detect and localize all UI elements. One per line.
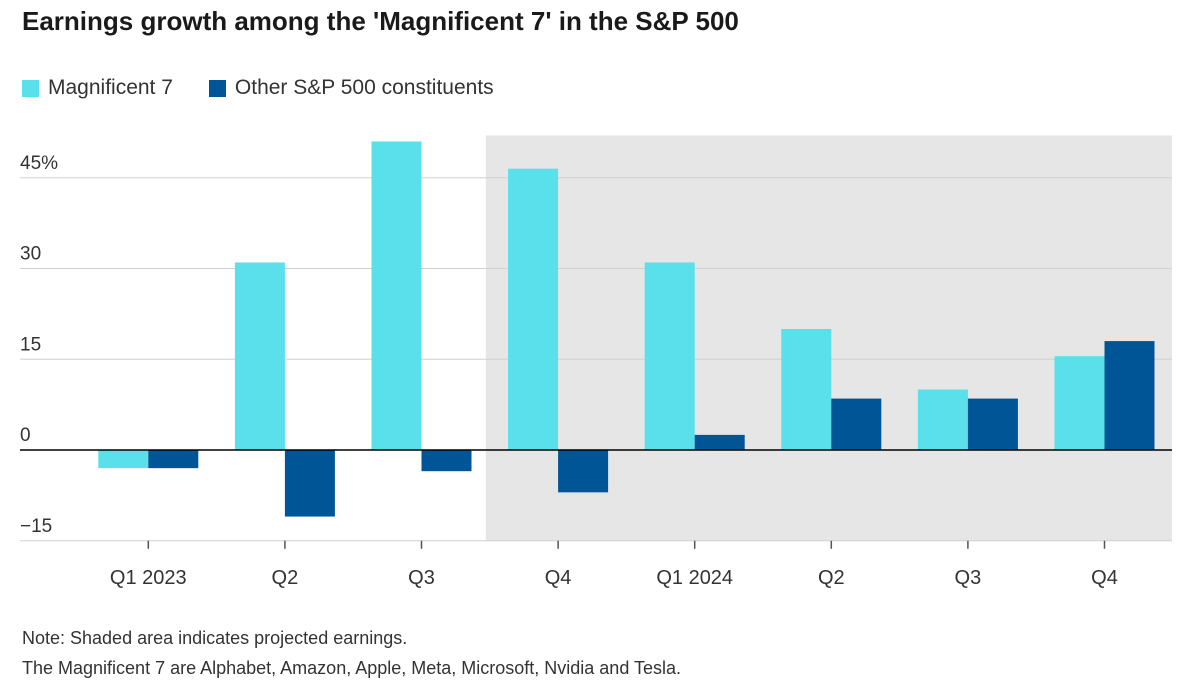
y-tick-label: 15 [20, 334, 41, 355]
bar-series-1 [558, 450, 609, 493]
bar-series-1 [284, 450, 335, 517]
bar-series-1 [1104, 341, 1155, 450]
note-magnificent-7-members: The Magnificent 7 are Alphabet, Amazon, … [22, 658, 682, 678]
bar-series-1 [967, 398, 1018, 450]
y-tick-label: 0 [20, 425, 31, 446]
legend-label-magnificent-7: Magnificent 7 [48, 76, 173, 99]
x-tick-label: Q1 2024 [656, 567, 733, 589]
legend-label-other-constituents: Other S&P 500 constituents [234, 76, 494, 99]
legend-swatch-magnificent-7 [22, 79, 39, 97]
bar-chart: 45% 30 15 0 −15 Q1 2023 Q2 Q3 Q4 Q1 2024 Q2 Q3 Q4 [20, 135, 1172, 589]
x-tick-label: Q3 [955, 567, 982, 589]
chart-legend: Magnificent 7 Other S&P 500 constituents [22, 76, 530, 100]
x-tick-label: Q4 [1091, 567, 1118, 589]
y-tick-label: −15 [20, 516, 52, 537]
note-shaded-area: Note: Shaded area indicates projected ea… [22, 628, 408, 648]
bar-series-0 [371, 141, 422, 450]
legend-swatch-other-constituents [208, 79, 226, 97]
bar-series-1 [421, 450, 472, 472]
bar-series-0 [781, 329, 832, 450]
x-tick-label: Q2 [272, 567, 299, 589]
x-tick-label: Q3 [408, 567, 435, 589]
bar-series-1 [148, 450, 199, 469]
bar-series-0 [508, 168, 559, 451]
bar-series-1 [831, 398, 882, 450]
bar-series-0 [644, 262, 695, 450]
legend-item-magnificent-7: Magnificent 7 [22, 76, 173, 100]
x-tick-label: Q4 [545, 567, 572, 589]
bar-series-0 [234, 262, 285, 450]
legend-item-other-constituents: Other S&P 500 constituents [208, 76, 494, 100]
y-tick-label: 45% [20, 153, 58, 174]
bar-series-0 [1054, 356, 1105, 450]
x-tick-label: Q2 [818, 567, 845, 589]
bar-series-0 [917, 389, 968, 450]
bar-series-1 [694, 434, 745, 450]
x-tick-label: Q1 2023 [110, 567, 187, 589]
chart-title: Earnings growth among the 'Magnificent 7… [22, 6, 739, 36]
bar-series-0 [98, 450, 149, 469]
y-tick-label: 30 [20, 244, 41, 265]
